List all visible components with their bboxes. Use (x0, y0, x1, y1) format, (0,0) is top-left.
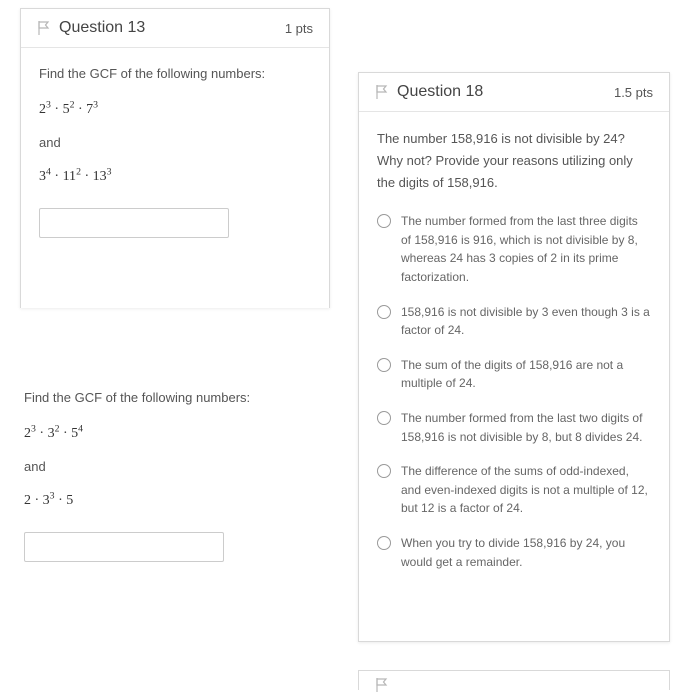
q13-prompt: Find the GCF of the following numbers: (39, 64, 311, 85)
question-18-body: The number 158,916 is not divisible by 2… (359, 112, 669, 593)
q18-option-text: The number formed from the last two digi… (401, 409, 651, 446)
question-13-points: 1 pts (285, 21, 313, 36)
q18-option[interactable]: The number formed from the last two digi… (377, 409, 651, 446)
q18-option-text: The sum of the digits of 158,916 are not… (401, 356, 651, 393)
q18-option-text: 158,916 is not divisible by 3 even thoug… (401, 303, 651, 340)
radio-icon[interactable] (377, 464, 391, 478)
q13-expression-2: 34 · 112 · 133 (39, 166, 311, 188)
next-question-flag-wrap (359, 671, 669, 698)
flag-icon[interactable] (37, 20, 51, 36)
radio-icon[interactable] (377, 305, 391, 319)
q18-option-text: The number formed from the last three di… (401, 212, 651, 286)
question-18-title-wrap: Question 18 (375, 83, 483, 101)
q18-intro: The number 158,916 is not divisible by 2… (377, 128, 651, 194)
q13-and: and (39, 133, 311, 154)
flag-icon[interactable] (375, 677, 389, 693)
radio-icon[interactable] (377, 214, 391, 228)
q18-option[interactable]: The difference of the sums of odd-indexe… (377, 462, 651, 518)
question-18-card: Question 18 1.5 pts The number 158,916 i… (358, 72, 670, 642)
next-question-card-sliver (358, 670, 670, 690)
q18-option-text: When you try to divide 158,916 by 24, yo… (401, 534, 651, 571)
radio-icon[interactable] (377, 536, 391, 550)
gcf-mid-block: Find the GCF of the following numbers: 2… (24, 388, 324, 562)
question-18-points: 1.5 pts (614, 85, 653, 100)
question-18-title: Question 18 (397, 83, 483, 101)
question-18-header: Question 18 1.5 pts (359, 73, 669, 112)
question-13-title-wrap: Question 13 (37, 19, 145, 37)
q18-option-text: The difference of the sums of odd-indexe… (401, 462, 651, 518)
q18-option[interactable]: The number formed from the last three di… (377, 212, 651, 286)
question-13-card: Question 13 1 pts Find the GCF of the fo… (20, 8, 330, 308)
radio-icon[interactable] (377, 358, 391, 372)
mid-answer-input[interactable] (24, 532, 224, 562)
q18-option[interactable]: When you try to divide 158,916 by 24, yo… (377, 534, 651, 571)
radio-icon[interactable] (377, 411, 391, 425)
question-13-header: Question 13 1 pts (21, 9, 329, 48)
mid-expression-1: 23 · 32 · 54 (24, 423, 324, 445)
mid-expression-2: 2 · 33 · 5 (24, 490, 324, 512)
q18-option[interactable]: 158,916 is not divisible by 3 even thoug… (377, 303, 651, 340)
q13-expression-1: 23 · 52 · 73 (39, 99, 311, 121)
flag-icon[interactable] (375, 84, 389, 100)
q13-answer-input[interactable] (39, 208, 229, 238)
question-13-title: Question 13 (59, 19, 145, 37)
q18-option[interactable]: The sum of the digits of 158,916 are not… (377, 356, 651, 393)
mid-prompt: Find the GCF of the following numbers: (24, 388, 324, 409)
question-13-body: Find the GCF of the following numbers: 2… (21, 48, 329, 256)
mid-and: and (24, 457, 324, 478)
